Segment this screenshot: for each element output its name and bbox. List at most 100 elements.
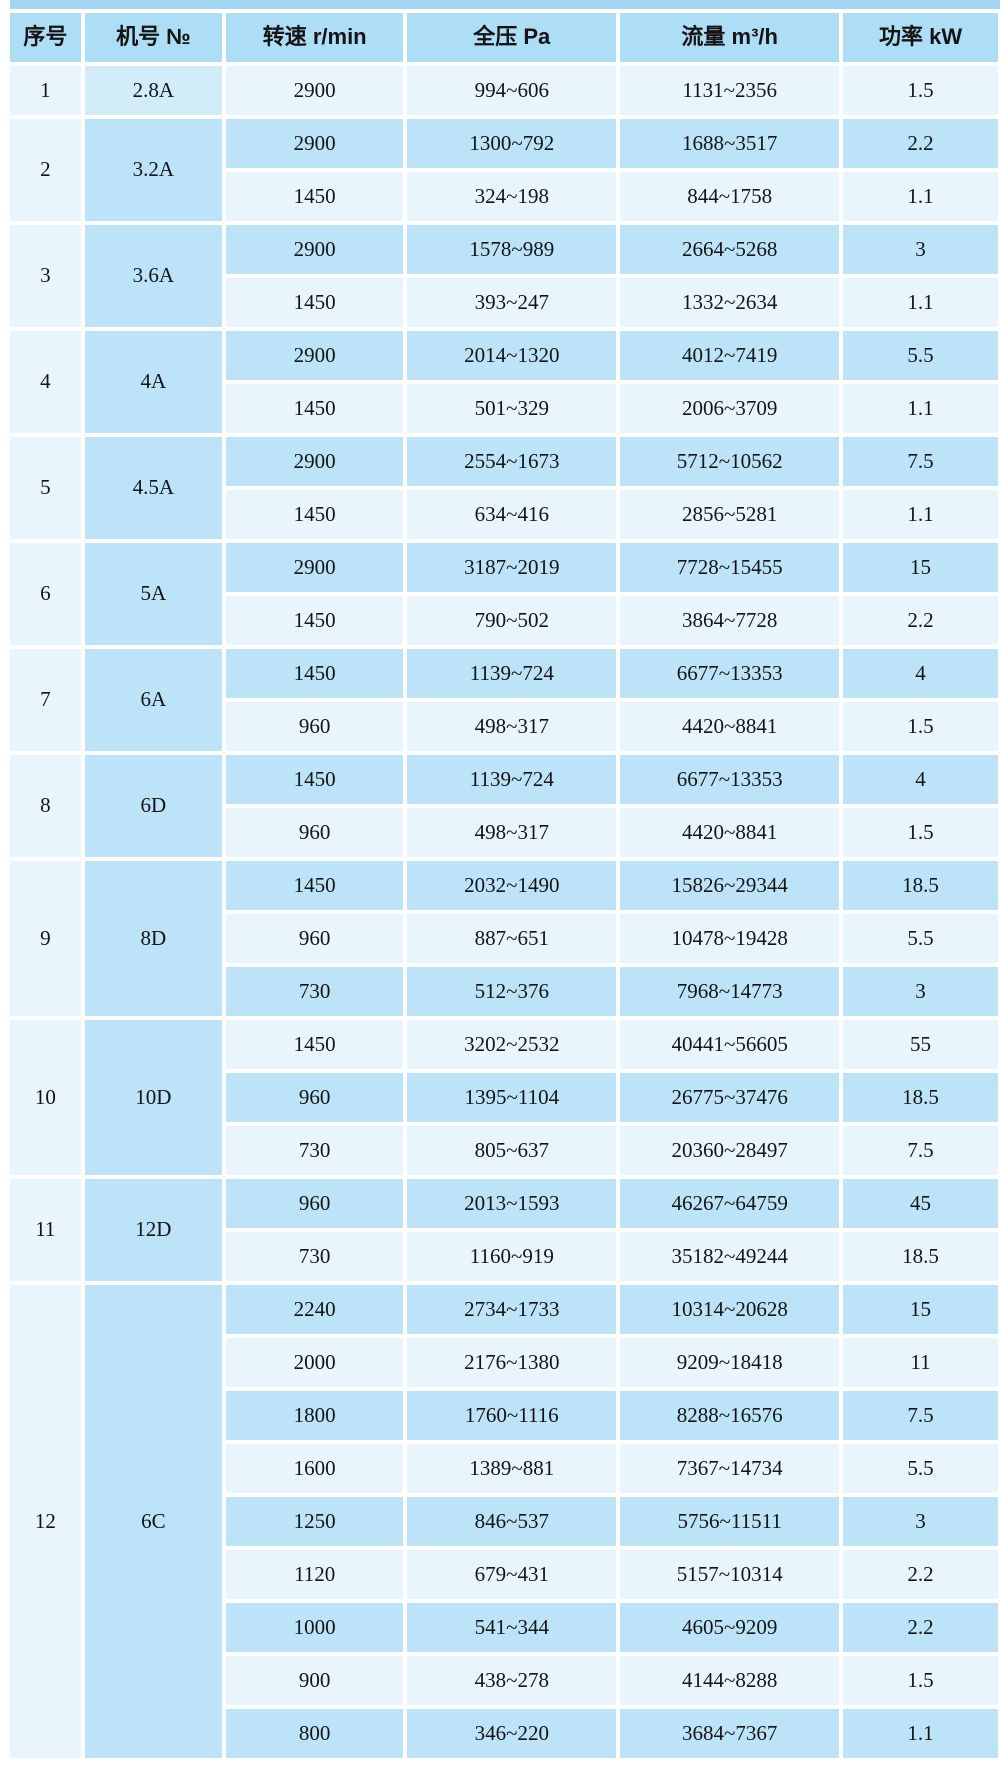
power-cell: 3 xyxy=(843,1497,998,1546)
speed-cell: 1450 xyxy=(226,384,404,433)
power-cell: 1.5 xyxy=(843,1656,998,1705)
column-header-machine: 机号 № xyxy=(84,13,223,62)
machine-cell: 10D xyxy=(84,1020,223,1175)
column-header-serial: 序号 xyxy=(10,13,81,62)
machine-cell: 4A xyxy=(84,331,223,433)
table-row: 3 3.6A 2900 1578~989 2664~5268 3 xyxy=(10,225,998,327)
flow-cell: 8288~16576 xyxy=(620,1391,840,1440)
pressure-cell: 498~317 xyxy=(407,702,617,751)
pressure-cell: 346~220 xyxy=(407,1709,617,1758)
serial-cell: 11 xyxy=(10,1179,81,1281)
serial-cell: 4 xyxy=(10,331,81,433)
column-header-power: 功率 kW xyxy=(843,13,998,62)
power-cell: 1.1 xyxy=(843,1709,998,1758)
serial-cell: 1 xyxy=(10,66,81,115)
machine-cell: 5A xyxy=(84,543,223,645)
flow-cell: 1131~2356 xyxy=(620,66,840,115)
table-row: 1450 393~247 1332~2634 1.1 xyxy=(10,278,998,327)
flow-cell: 40441~56605 xyxy=(620,1020,840,1069)
flow-cell: 4605~9209 xyxy=(620,1603,840,1652)
column-header-pressure: 全压 Pa xyxy=(407,13,617,62)
power-cell: 2.2 xyxy=(843,1603,998,1652)
speed-cell: 2900 xyxy=(226,66,404,115)
pressure-cell: 1160~919 xyxy=(407,1232,617,1281)
flow-cell: 5756~11511 xyxy=(620,1497,840,1546)
speed-cell: 1250 xyxy=(226,1497,404,1546)
flow-cell: 3864~7728 xyxy=(620,596,840,645)
table-row: 11 12D 960 2013~1593 46267~64759 45 xyxy=(10,1179,998,1281)
power-cell: 5.5 xyxy=(843,331,998,380)
power-cell: 15 xyxy=(843,1285,998,1334)
table-row: 900 438~278 4144~8288 1.5 xyxy=(10,1656,998,1705)
table-row: 1250 846~537 5756~11511 3 xyxy=(10,1497,998,1546)
power-cell: 55 xyxy=(843,1020,998,1069)
power-cell: 18.5 xyxy=(843,861,998,910)
speed-cell: 2000 xyxy=(226,1338,404,1387)
table-row: 1450 324~198 844~1758 1.1 xyxy=(10,172,998,221)
power-cell: 1.1 xyxy=(843,384,998,433)
table-row: 2000 2176~1380 9209~18418 11 xyxy=(10,1338,998,1387)
table-row: 6 5A 2900 3187~2019 7728~15455 15 xyxy=(10,543,998,645)
table-row: 9 8D 1450 2032~1490 15826~29344 18.5 xyxy=(10,861,998,1016)
pressure-cell: 541~344 xyxy=(407,1603,617,1652)
pressure-cell: 501~329 xyxy=(407,384,617,433)
machine-cell: 8D xyxy=(84,861,223,1016)
power-cell: 15 xyxy=(843,543,998,592)
power-cell: 7.5 xyxy=(843,437,998,486)
speed-cell: 1000 xyxy=(226,1603,404,1652)
pressure-cell: 393~247 xyxy=(407,278,617,327)
flow-cell: 10478~19428 xyxy=(620,914,840,963)
pressure-cell: 994~606 xyxy=(407,66,617,115)
power-cell: 1.1 xyxy=(843,490,998,539)
speed-cell: 2900 xyxy=(226,543,404,592)
table-row: 12 6C 2240 2734~1733 10314~20628 15 xyxy=(10,1285,998,1758)
pressure-cell: 324~198 xyxy=(407,172,617,221)
speed-cell: 2900 xyxy=(226,225,404,274)
power-cell: 1.5 xyxy=(843,66,998,115)
speed-cell: 960 xyxy=(226,808,404,857)
speed-cell: 1450 xyxy=(226,172,404,221)
table-row: 5 4.5A 2900 2554~1673 5712~10562 7.5 xyxy=(10,437,998,539)
speed-cell: 960 xyxy=(226,702,404,751)
flow-cell: 7968~14773 xyxy=(620,967,840,1016)
pressure-cell: 498~317 xyxy=(407,808,617,857)
power-cell: 5.5 xyxy=(843,914,998,963)
table-row: 960 1395~1104 26775~37476 18.5 xyxy=(10,1073,998,1122)
pressure-cell: 1300~792 xyxy=(407,119,617,168)
flow-cell: 2664~5268 xyxy=(620,225,840,274)
column-header-speed: 转速 r/min xyxy=(226,13,404,62)
table-row: 960 498~317 4420~8841 1.5 xyxy=(10,702,998,751)
power-cell: 3 xyxy=(843,225,998,274)
speed-cell: 1600 xyxy=(226,1444,404,1493)
speed-cell: 1450 xyxy=(226,490,404,539)
power-cell: 2.2 xyxy=(843,1550,998,1599)
table-body: 1 2.8A 2900 994~606 1131~2356 1.5 2 3.2A 2900 130… xyxy=(10,66,998,1758)
power-cell: 45 xyxy=(843,1179,998,1228)
speed-cell: 1800 xyxy=(226,1391,404,1440)
column-header-flow: 流量 m³/h xyxy=(620,13,840,62)
pressure-cell: 790~502 xyxy=(407,596,617,645)
speed-cell: 730 xyxy=(226,967,404,1016)
pressure-cell: 512~376 xyxy=(407,967,617,1016)
flow-cell: 844~1758 xyxy=(620,172,840,221)
table-row: 1450 634~416 2856~5281 1.1 xyxy=(10,490,998,539)
speed-cell: 900 xyxy=(226,1656,404,1705)
table-row: 960 887~651 10478~19428 5.5 xyxy=(10,914,998,963)
pressure-cell: 2734~1733 xyxy=(407,1285,617,1334)
flow-cell: 26775~37476 xyxy=(620,1073,840,1122)
speed-cell: 800 xyxy=(226,1709,404,1758)
speed-cell: 2900 xyxy=(226,437,404,486)
pressure-cell: 1578~989 xyxy=(407,225,617,274)
serial-cell: 10 xyxy=(10,1020,81,1175)
machine-cell: 3.6A xyxy=(84,225,223,327)
serial-cell: 12 xyxy=(10,1285,81,1758)
speed-cell: 1120 xyxy=(226,1550,404,1599)
flow-cell: 10314~20628 xyxy=(620,1285,840,1334)
machine-cell: 4.5A xyxy=(84,437,223,539)
speed-cell: 1450 xyxy=(226,278,404,327)
power-cell: 1.5 xyxy=(843,808,998,857)
speed-cell: 2240 xyxy=(226,1285,404,1334)
header-row: 序号 机号 № 转速 r/min 全压 Pa 流量 m³/h 功率 kW xyxy=(10,13,998,62)
flow-cell: 4012~7419 xyxy=(620,331,840,380)
speed-cell: 2900 xyxy=(226,119,404,168)
